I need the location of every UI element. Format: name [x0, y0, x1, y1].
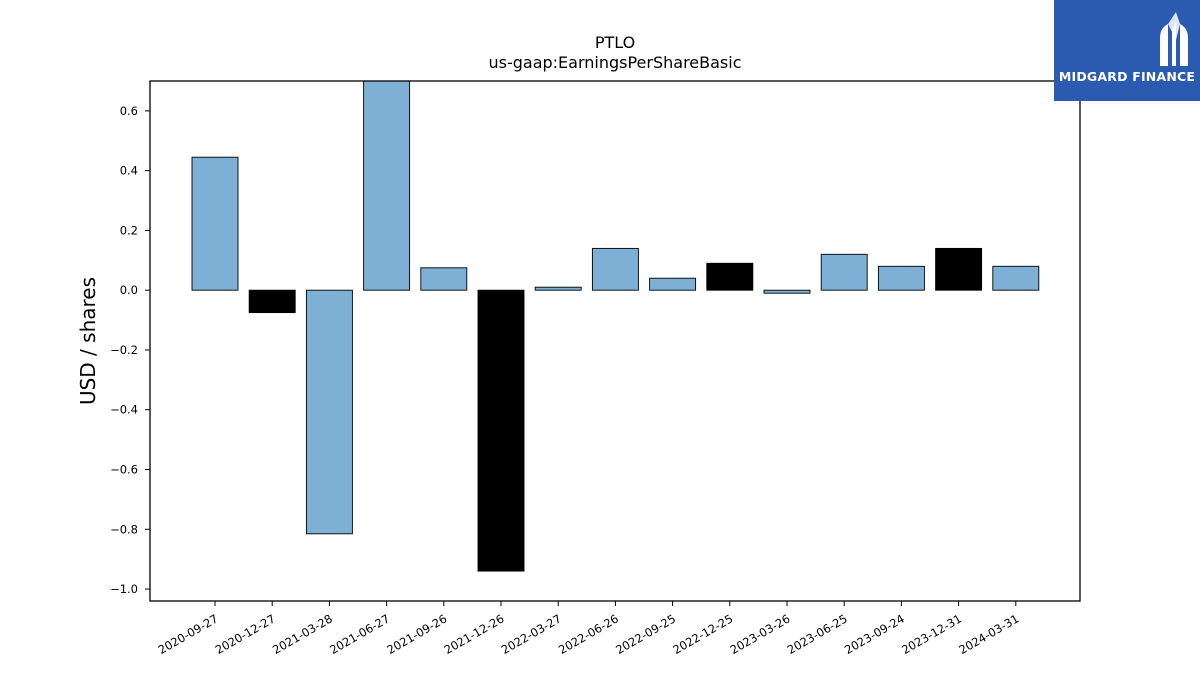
- bar-2023-12-31: [935, 247, 983, 291]
- y-axis-ticks: 0.6 0.4 0.2 0.0 −0.2 −0.4 −0.6 −0.8 −1.0: [110, 104, 150, 596]
- bar-2022-06-26: [591, 247, 639, 291]
- plot-frame: [149, 80, 1081, 602]
- bar-2022-12-25: [706, 262, 754, 291]
- x-tick-label: 2022-06-26: [556, 611, 621, 657]
- x-tick-label: 2024-03-31: [956, 611, 1021, 657]
- bar-2021-12-26: [477, 289, 525, 572]
- bar-2020-09-27: [191, 156, 239, 291]
- bar-2022-03-27: [534, 286, 582, 291]
- bar-2024-03-31: [992, 265, 1040, 291]
- bar-2021-09-26: [420, 267, 468, 291]
- x-tick-label: 2022-12-25: [670, 611, 735, 657]
- chart-subtitle: us-gaap:EarningsPerShareBasic: [488, 53, 741, 72]
- bar-2023-03-26: [763, 289, 811, 294]
- chart-title: PTLO: [595, 33, 635, 52]
- bar-2021-03-28: [305, 289, 353, 535]
- y-tick-label: −0.8: [110, 522, 138, 536]
- x-tick-label: 2023-06-25: [785, 611, 850, 657]
- x-tick-label: 2022-03-27: [499, 611, 564, 657]
- bar-2023-09-24: [877, 265, 925, 291]
- logo-text: MIDGARD FINANCE: [1058, 69, 1196, 84]
- x-tick-label: 2023-03-26: [728, 611, 793, 657]
- bar-2022-09-25: [649, 277, 697, 291]
- x-axis-ticks: 2020-09-272020-12-272021-03-282021-06-27…: [156, 601, 1021, 657]
- x-tick-label: 2021-06-27: [327, 611, 392, 657]
- midgard-m-logo-icon: [1160, 12, 1188, 66]
- y-tick-label: 0.2: [120, 223, 138, 237]
- x-tick-label: 2020-12-27: [213, 611, 278, 657]
- y-tick-label: −1.0: [110, 582, 138, 596]
- bar-2021-06-27: [363, 80, 411, 291]
- bars-group: [191, 80, 1040, 572]
- y-tick-label: −0.4: [110, 403, 138, 417]
- y-axis-label: USD / shares: [76, 277, 100, 405]
- x-tick-label: 2021-03-28: [270, 611, 335, 657]
- y-tick-label: −0.2: [110, 343, 138, 357]
- midgard-finance-logo: MIDGARD FINANCE: [1054, 0, 1200, 101]
- bar-2023-06-25: [820, 253, 868, 291]
- x-tick-label: 2021-09-26: [384, 611, 449, 657]
- x-tick-label: 2020-09-27: [156, 611, 221, 657]
- x-tick-label: 2023-12-31: [899, 611, 964, 657]
- y-tick-label: −0.6: [110, 463, 138, 477]
- x-tick-label: 2022-09-25: [613, 611, 678, 657]
- x-tick-label: 2021-12-26: [442, 611, 507, 657]
- bar-2020-12-27: [248, 289, 296, 314]
- y-tick-label: 0.0: [120, 283, 138, 297]
- y-tick-label: 0.4: [120, 164, 138, 178]
- x-tick-label: 2023-09-24: [842, 611, 907, 657]
- y-tick-label: 0.6: [120, 104, 138, 118]
